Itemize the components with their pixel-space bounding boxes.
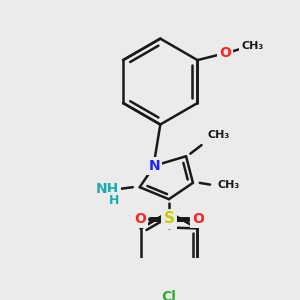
Text: S: S <box>164 212 174 226</box>
Text: CH₃: CH₃ <box>241 41 264 51</box>
Text: CH₃: CH₃ <box>218 180 240 190</box>
Text: Cl: Cl <box>161 290 176 300</box>
Text: O: O <box>192 212 204 226</box>
Text: CH₃: CH₃ <box>208 130 230 140</box>
Text: O: O <box>134 212 146 226</box>
Text: NH: NH <box>95 182 119 196</box>
Text: N: N <box>148 159 160 173</box>
Text: H: H <box>109 194 119 207</box>
Text: O: O <box>219 46 231 60</box>
